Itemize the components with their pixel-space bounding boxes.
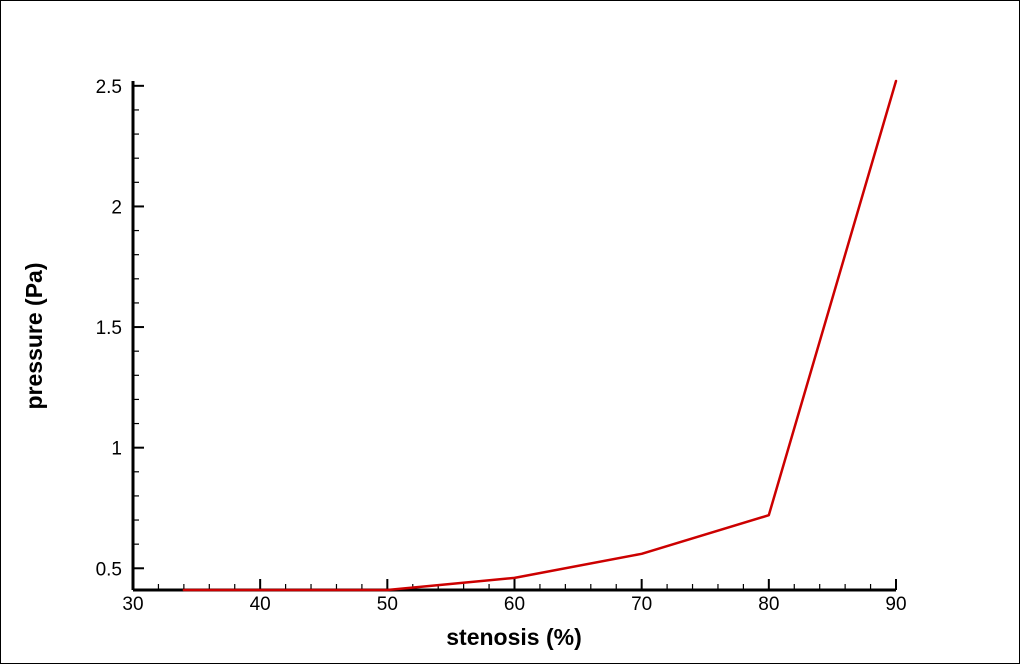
x-tick-label: 60 — [504, 594, 525, 615]
y-tick-label: 2 — [111, 197, 122, 218]
y-tick-label: 1 — [111, 439, 122, 460]
y-tick-label: 0.5 — [96, 559, 122, 580]
x-tick-label: 70 — [631, 594, 652, 615]
x-tick-label: 80 — [758, 594, 779, 615]
x-axis-title: stenosis (%) — [446, 624, 581, 650]
x-tick-label: 30 — [122, 594, 143, 615]
y-tick-label: 2.5 — [96, 77, 122, 98]
plot-area: 30 40 50 60 70 80 90 0.5 1 1.5 2 2.5 — [96, 77, 907, 615]
x-tick-label: 50 — [377, 594, 398, 615]
x-tick-label: 90 — [885, 594, 906, 615]
y-axis-title: pressure (Pa) — [21, 262, 47, 409]
y-tick-label: 1.5 — [96, 318, 122, 339]
x-tick-label: 40 — [250, 594, 271, 615]
series-line — [182, 79, 898, 592]
